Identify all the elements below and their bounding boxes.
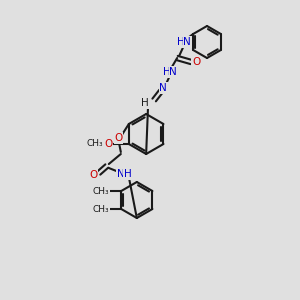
- Text: H: H: [163, 67, 171, 77]
- Text: N: N: [169, 67, 177, 77]
- Text: H: H: [141, 98, 149, 108]
- Text: O: O: [192, 57, 200, 67]
- Text: O: O: [115, 133, 123, 143]
- Text: N: N: [117, 169, 125, 179]
- Text: CH₃: CH₃: [93, 187, 110, 196]
- Text: H: H: [124, 169, 132, 179]
- Text: N: N: [183, 37, 191, 47]
- Text: CH₃: CH₃: [86, 140, 103, 148]
- Text: O: O: [105, 139, 113, 149]
- Text: H: H: [177, 37, 185, 47]
- Text: N: N: [159, 83, 167, 93]
- Text: CH₃: CH₃: [93, 205, 110, 214]
- Text: O: O: [90, 170, 98, 180]
